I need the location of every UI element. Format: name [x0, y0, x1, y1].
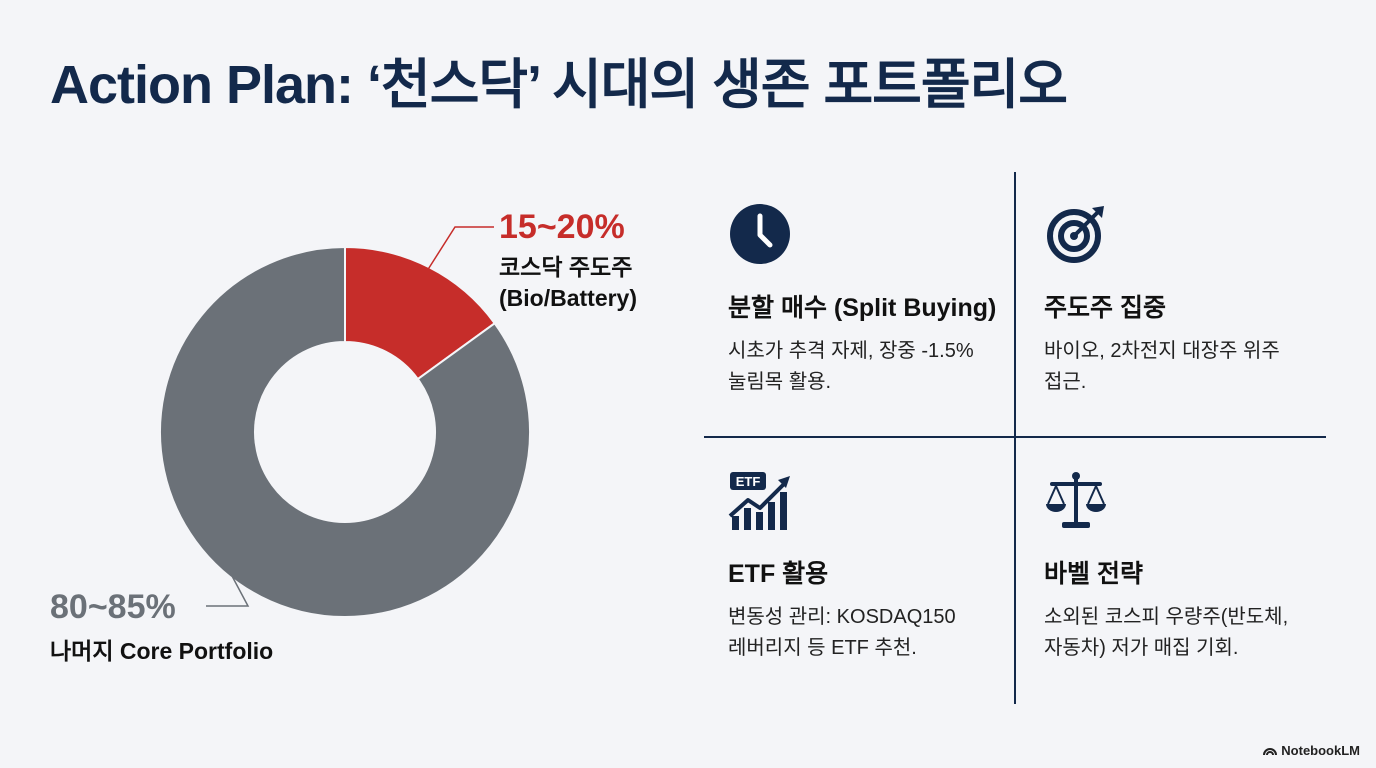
donut-chart: [159, 226, 531, 618]
strategy-card-leader-focus: 주도주 집중 바이오, 2차전지 대장주 위주 접근.: [1044, 202, 1324, 398]
strategy-title: ETF 활용: [728, 560, 829, 588]
notebooklm-logo-icon: [1263, 748, 1278, 756]
grid-divider-horizontal: [704, 436, 1326, 438]
slice-value-label-leading-stocks: 15~20%: [499, 208, 625, 246]
slice-value-label-core: 80~85%: [50, 588, 176, 626]
strategy-card-split-buying: 분할 매수 (Split Buying) 시초가 추격 자제, 장중 -1.5%…: [728, 202, 1008, 398]
slice-name-label-leading-stocks: 코스닥 주도주 (Bio/Battery): [499, 252, 637, 314]
strategy-description: 소외된 코스피 우량주(반도체, 자동차) 저가 매집 기회.: [1044, 606, 1289, 659]
clock-icon: [730, 204, 790, 264]
slice-name-line-2: (Bio/Battery): [499, 285, 638, 311]
target-icon: [1047, 206, 1104, 263]
etf-icon-text: ETF: [736, 474, 761, 489]
leader-line-core: [206, 571, 250, 607]
strategy-card-etf: ETF ETF 활용 변동성 관리: KOSDAQ150 레버리지 등 ETF …: [728, 468, 1008, 664]
page-title: Action Plan: ‘천스닥’ 시대의 생존 포트폴리오: [50, 55, 1068, 115]
slice-core-portfolio: [159, 245, 531, 618]
strategy-description: 시초가 추격 자제, 장중 -1.5% 눌림목 활용.: [728, 340, 974, 393]
balance-scale-icon: [1046, 472, 1106, 528]
notebooklm-watermark: NotebookLM: [1263, 743, 1360, 758]
strategy-title: 주도주 집중: [1044, 294, 1166, 322]
slice-leading-stocks: [344, 245, 497, 381]
strategy-card-barbell: 바벨 전략 소외된 코스피 우량주(반도체, 자동차) 저가 매집 기회.: [1044, 468, 1324, 664]
strategy-title: 바벨 전략: [1044, 560, 1143, 588]
slice-name-line-1: 코스닥 주도주: [499, 254, 633, 280]
footer-brand: NotebookLM: [1281, 743, 1360, 758]
etf-growth-icon: ETF: [728, 472, 790, 530]
leader-line-leading-stocks: [426, 226, 494, 272]
strategy-description: 바이오, 2차전지 대장주 위주 접근.: [1044, 340, 1280, 393]
strategy-title: 분할 매수 (Split Buying): [728, 294, 997, 322]
grid-divider-vertical: [1014, 172, 1016, 704]
strategy-description: 변동성 관리: KOSDAQ150 레버리지 등 ETF 추천.: [728, 606, 956, 659]
slice-name-label-core: 나머지 Core Portfolio: [50, 638, 274, 664]
